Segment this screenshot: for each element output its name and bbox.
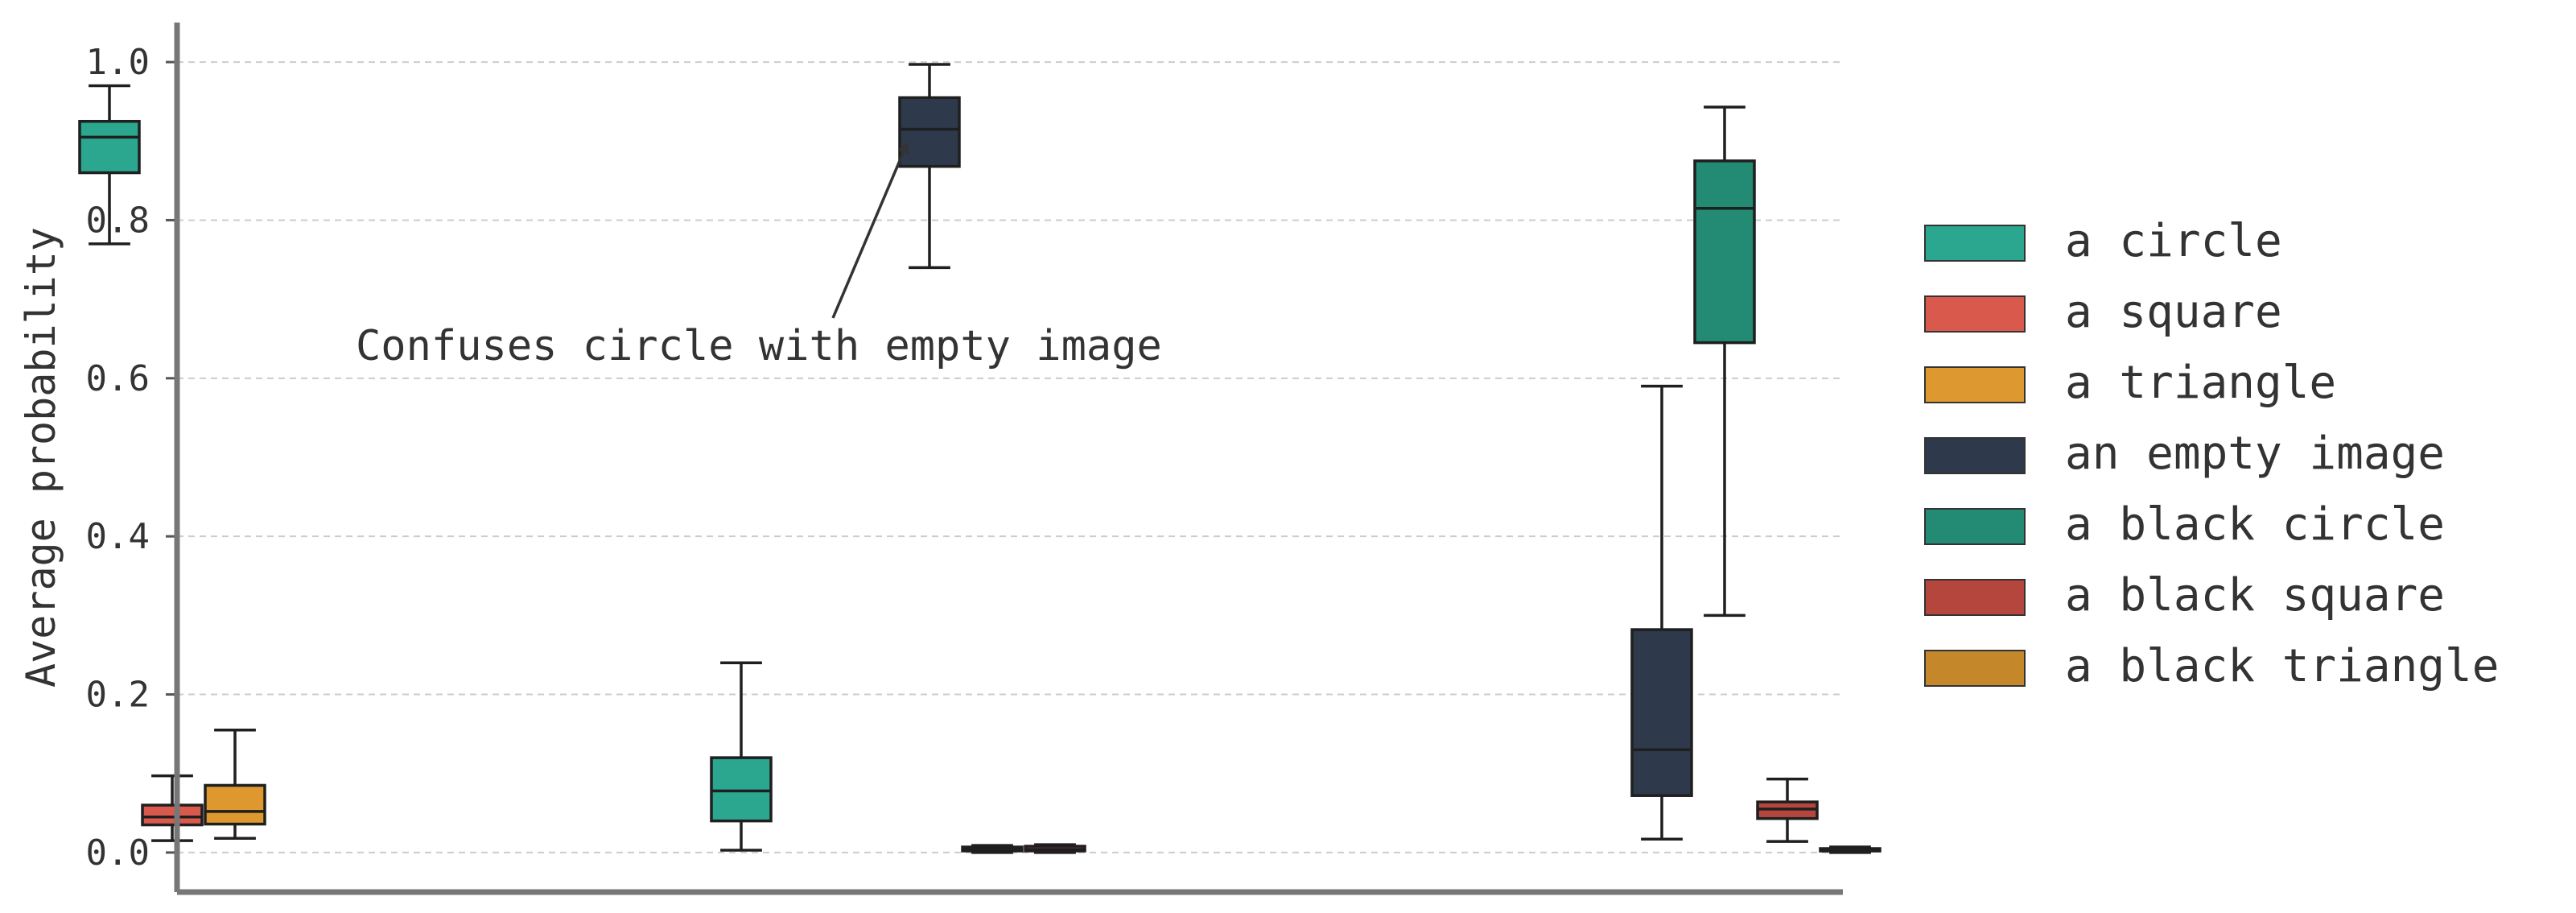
legend-label: an empty image [2065, 428, 2445, 480]
legend-label: a square [2065, 286, 2282, 338]
legend-label: a circle [2065, 215, 2282, 267]
y-tick-label: 0.8 [86, 200, 150, 241]
y-tick-label: 0.6 [86, 358, 150, 399]
legend-swatch [1924, 579, 2026, 616]
legend-swatch [1924, 437, 2026, 474]
legend-label: a black triangle [2065, 640, 2499, 692]
gridlines [177, 61, 1843, 853]
y-tick-label: 1.0 [86, 42, 150, 83]
y-tick-label: 0.2 [86, 675, 150, 716]
box [141, 804, 204, 827]
box [204, 783, 266, 826]
annotation-arrow [831, 144, 907, 319]
box [1630, 628, 1693, 797]
legend-swatch [1924, 225, 2026, 262]
legend-swatch [1924, 508, 2026, 545]
y-tick-label: 0.4 [86, 516, 150, 557]
legend-swatch [1924, 366, 2026, 403]
legend-swatch [1924, 650, 2026, 687]
legend-label: a black circle [2065, 498, 2445, 551]
axes: 0.0 0.2 0.4 0.6 0.8 1.0 [86, 23, 1843, 895]
box [78, 119, 141, 175]
annotation-group: Confuses circle with empty image [356, 144, 1162, 370]
legend: a circle a square a triangle an empty image… [1924, 215, 2499, 692]
legend-swatch [1924, 295, 2026, 333]
box [710, 756, 773, 823]
legend-label: a triangle [2065, 357, 2336, 409]
legend-label: a black square [2065, 569, 2445, 622]
y-tick-label: 0.0 [86, 832, 150, 874]
annotation-text: Confuses circle with empty image [356, 322, 1162, 370]
box [898, 96, 961, 168]
y-axis-label: Average probability [18, 227, 64, 688]
boxes [78, 63, 1882, 854]
box [1693, 159, 1756, 345]
